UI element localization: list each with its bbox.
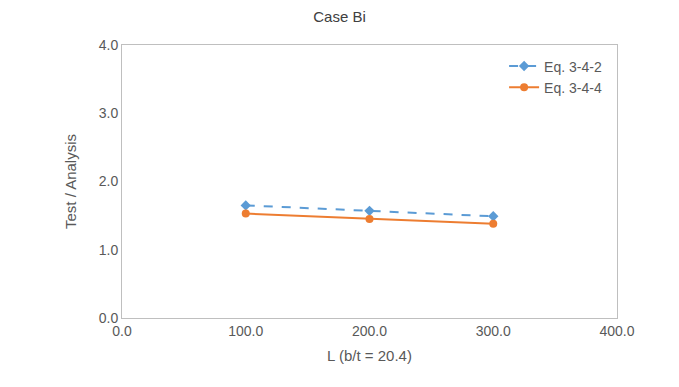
svg-text:100.0: 100.0	[228, 323, 263, 339]
svg-text:0.0: 0.0	[112, 323, 132, 339]
svg-text:Test / Analysis: Test / Analysis	[62, 134, 79, 229]
svg-text:200.0: 200.0	[352, 323, 387, 339]
svg-text:2.0: 2.0	[99, 173, 119, 189]
svg-text:Case Bi: Case Bi	[313, 8, 366, 25]
svg-text:Eq. 3-4-4: Eq. 3-4-4	[544, 80, 602, 96]
svg-text:3.0: 3.0	[99, 105, 119, 121]
svg-text:1.0: 1.0	[99, 242, 119, 258]
svg-text:300.0: 300.0	[476, 323, 511, 339]
svg-text:400.0: 400.0	[599, 323, 634, 339]
svg-text:0.0: 0.0	[99, 310, 119, 326]
svg-text:Eq. 3-4-2: Eq. 3-4-2	[544, 59, 602, 75]
svg-text:4.0: 4.0	[99, 37, 119, 53]
svg-text:L (b/t = 20.4): L (b/t = 20.4)	[327, 347, 412, 364]
